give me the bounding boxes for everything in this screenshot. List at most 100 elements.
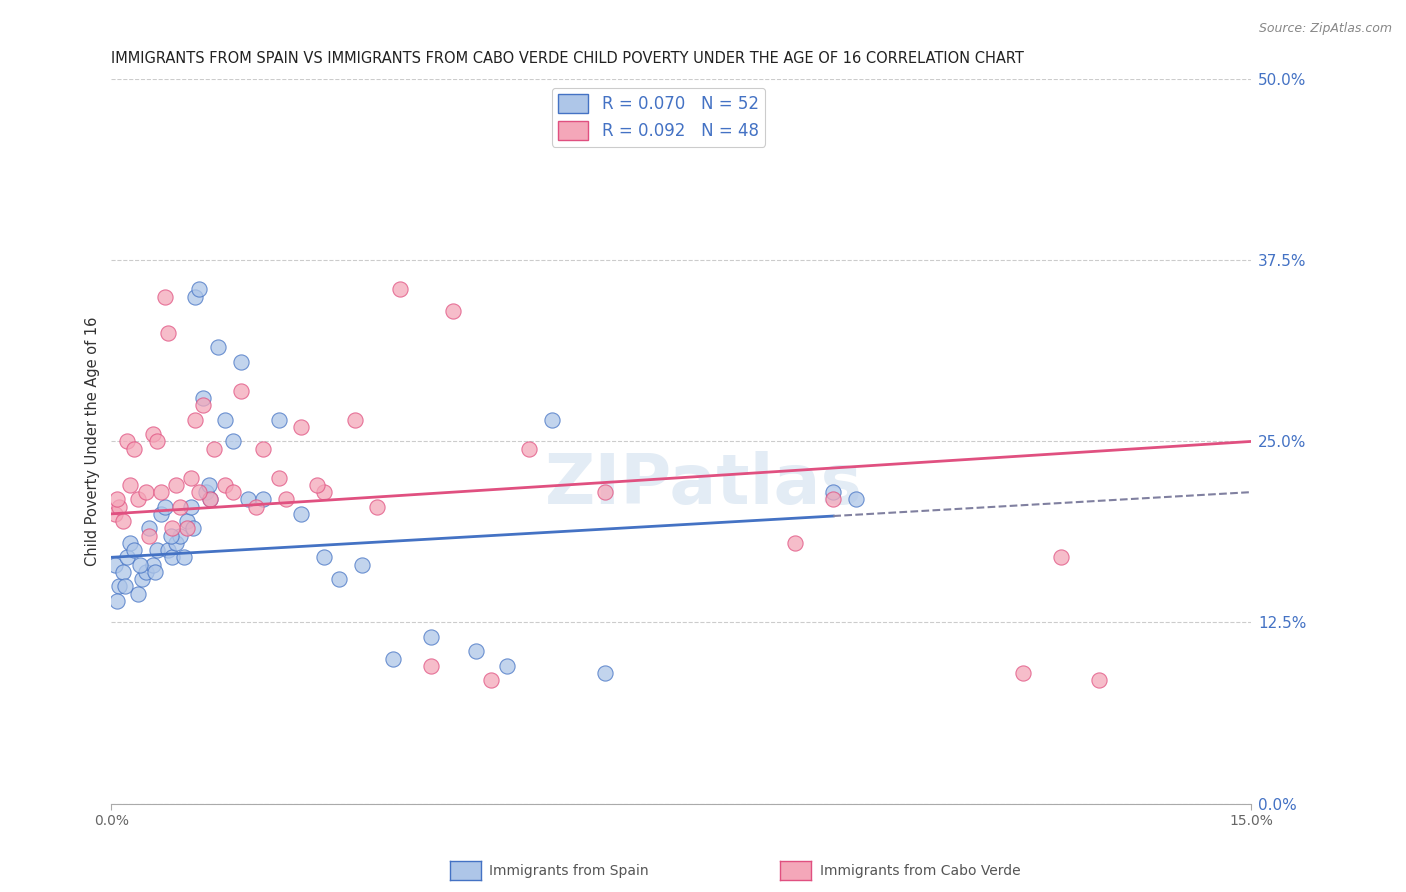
Point — [159, 528, 181, 542]
Point — [180, 470, 202, 484]
Point — [1088, 673, 1111, 688]
Point — [184, 413, 207, 427]
Point — [120, 536, 142, 550]
Point — [145, 565, 167, 579]
Point — [290, 420, 312, 434]
Point — [107, 492, 129, 507]
Point — [229, 384, 252, 398]
Point — [314, 485, 336, 500]
Point — [222, 434, 245, 449]
Point — [111, 565, 134, 579]
Point — [381, 651, 404, 665]
Text: IMMIGRANTS FROM SPAIN VS IMMIGRANTS FROM CABO VERDE CHILD POVERTY UNDER THE AGE : IMMIGRANTS FROM SPAIN VS IMMIGRANTS FROM… — [111, 51, 1025, 66]
Point — [187, 282, 209, 296]
Point — [127, 492, 149, 507]
Point — [111, 514, 134, 528]
Point — [160, 550, 183, 565]
Point — [245, 500, 267, 514]
Point — [595, 666, 617, 681]
Point — [252, 492, 274, 507]
Point — [222, 485, 245, 500]
Point — [267, 470, 290, 484]
Point — [169, 500, 191, 514]
Point — [104, 558, 127, 572]
Point — [115, 434, 138, 449]
Point — [122, 442, 145, 456]
Point — [108, 500, 131, 514]
Point — [441, 304, 464, 318]
Point — [252, 442, 274, 456]
Point — [146, 434, 169, 449]
Point — [276, 492, 298, 507]
Point — [198, 492, 221, 507]
Point — [495, 659, 517, 673]
Point — [114, 579, 136, 593]
Point — [176, 521, 198, 535]
Text: Source: ZipAtlas.com: Source: ZipAtlas.com — [1258, 22, 1392, 36]
Point — [115, 550, 138, 565]
Point — [183, 521, 205, 535]
Point — [107, 593, 129, 607]
Point — [595, 485, 617, 500]
Legend: R = 0.070   N = 52, R = 0.092   N = 48: R = 0.070 N = 52, R = 0.092 N = 48 — [551, 87, 765, 146]
Point — [352, 558, 374, 572]
Point — [1012, 666, 1035, 681]
Point — [165, 536, 187, 550]
Point — [267, 413, 290, 427]
Point — [160, 521, 183, 535]
Point — [195, 485, 218, 500]
Point — [328, 572, 350, 586]
Point — [845, 492, 868, 507]
Point — [191, 398, 214, 412]
Point — [108, 579, 131, 593]
Point — [153, 500, 176, 514]
Point — [197, 478, 219, 492]
Point — [135, 485, 157, 500]
Point — [120, 478, 142, 492]
Point — [214, 478, 236, 492]
Point — [465, 644, 488, 658]
Point — [343, 413, 366, 427]
Point — [314, 550, 336, 565]
Point — [419, 659, 441, 673]
Point — [214, 413, 236, 427]
Point — [1050, 550, 1073, 565]
Point — [389, 282, 412, 296]
Text: ZIPatlas: ZIPatlas — [546, 451, 863, 518]
Point — [173, 550, 195, 565]
Point — [149, 507, 172, 521]
Point — [149, 485, 172, 500]
Point — [138, 528, 160, 542]
Point — [305, 478, 328, 492]
Point — [157, 326, 180, 340]
Point — [129, 558, 152, 572]
Point — [138, 521, 160, 535]
Point — [104, 507, 127, 521]
Point — [165, 478, 187, 492]
Point — [366, 500, 388, 514]
Point — [290, 507, 312, 521]
Point — [131, 572, 153, 586]
Point — [198, 492, 221, 507]
Point — [191, 391, 214, 405]
Point — [184, 290, 207, 304]
Point — [207, 340, 229, 354]
Point — [142, 558, 165, 572]
Point — [229, 355, 252, 369]
Point — [153, 290, 176, 304]
Point — [785, 536, 807, 550]
Point — [142, 427, 165, 442]
Point — [122, 543, 145, 558]
Text: Immigrants from Spain: Immigrants from Spain — [489, 863, 650, 878]
Point — [517, 442, 540, 456]
Point — [127, 586, 149, 600]
Point — [169, 528, 191, 542]
Point — [180, 500, 202, 514]
Point — [176, 514, 198, 528]
Point — [146, 543, 169, 558]
Point — [187, 485, 209, 500]
Point — [238, 492, 260, 507]
Y-axis label: Child Poverty Under the Age of 16: Child Poverty Under the Age of 16 — [86, 317, 100, 566]
Point — [541, 413, 564, 427]
Point — [823, 485, 845, 500]
